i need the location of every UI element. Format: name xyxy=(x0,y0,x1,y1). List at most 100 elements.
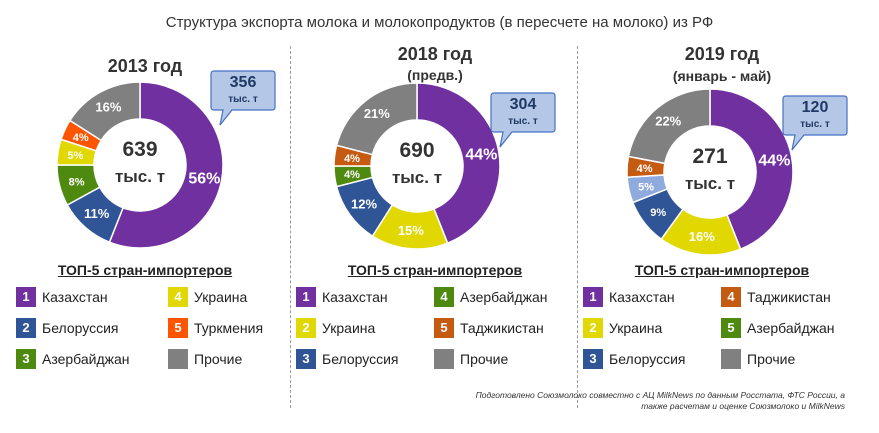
slice-Казахстан xyxy=(416,82,501,245)
donut-chart: 56% 11% 8% 5% 4% 16% xyxy=(56,81,224,249)
legend-item: 5 Туркмения xyxy=(168,318,263,338)
legend-item: 4 Украина xyxy=(168,287,247,307)
legend-swatch: 1 xyxy=(296,287,316,307)
legend-swatch: 5 xyxy=(168,318,188,338)
panel-divider-2 xyxy=(577,46,578,408)
top5-label: ТОП-5 стран-импортеров xyxy=(634,262,810,278)
callout-value: 120 xyxy=(801,99,829,116)
panel-subtitle: (предв.) xyxy=(407,67,463,83)
slice-Прочие xyxy=(627,88,711,165)
slice-label: 21% xyxy=(364,106,390,121)
panel-divider-1 xyxy=(290,46,291,408)
legend-label: Белоруссия xyxy=(609,351,686,367)
callout-bubble: 120 тыс. т xyxy=(782,95,848,153)
legend-swatch: 4 xyxy=(721,287,741,307)
legend-label: Таджикистан xyxy=(460,320,544,336)
legend-swatch: 3 xyxy=(583,349,603,369)
slice-Казахстан xyxy=(709,88,794,251)
slice-Прочие xyxy=(68,81,141,142)
slice-label: 4% xyxy=(344,153,360,165)
callout-bubble: 356 тыс. т xyxy=(210,70,276,128)
slice-label: 44% xyxy=(758,153,790,170)
slice-label: 16% xyxy=(689,229,715,244)
total-value: 271 xyxy=(692,145,728,168)
callout-unit: тыс. т xyxy=(228,94,258,105)
legend-item: 3 Азербайджан xyxy=(16,349,130,369)
panel-title: 2019 год xyxy=(684,44,760,64)
total-value: 639 xyxy=(122,138,158,161)
legend-swatch: 5 xyxy=(434,318,454,338)
donut-chart: 44% 16% 9% 5% 4% 22% xyxy=(626,88,794,256)
panel-subtitle: (январь - май) xyxy=(672,68,772,84)
legend-item: 3 Белоруссия xyxy=(583,349,686,369)
legend-swatch: 4 xyxy=(168,287,188,307)
slice-Прочие xyxy=(335,82,418,156)
donut-chart: 44% 15% 12% 4% 4% 21% xyxy=(333,82,501,250)
source-note-line-1: Подготовлено Союзмолоко совместно с АЦ M… xyxy=(475,390,845,400)
total-unit: тыс. т xyxy=(114,167,166,186)
slice-label: 4% xyxy=(73,132,89,144)
slice-label: 4% xyxy=(344,169,360,181)
legend-item: Прочие xyxy=(434,349,508,369)
legend-item: 2 Белоруссия xyxy=(16,318,119,338)
legend-label: Белоруссия xyxy=(322,351,399,367)
chart-panel-3: 2019 год (январь - май) 44% 16% 9% 5% 4% 22% 271… xyxy=(577,0,867,433)
legend-item: 1 Казахстан xyxy=(583,287,675,307)
legend-label: Азербайджан xyxy=(460,289,548,305)
slice-label: 4% xyxy=(637,163,653,175)
callout-value: 304 xyxy=(509,96,537,113)
legend-swatch: 2 xyxy=(16,318,36,338)
chart-title: Структура экспорта молока и молокопродук… xyxy=(165,14,714,31)
slice-label: 11% xyxy=(84,206,110,221)
slice-Казахстан xyxy=(108,81,224,249)
callout-unit: тыс. т xyxy=(508,116,538,127)
legend-item: 4 Таджикистан xyxy=(721,287,831,307)
source-note-line-2: также расчетам и оценке Союзмолоко и Mil… xyxy=(641,401,845,411)
legend-label: Азербайджан xyxy=(42,351,130,367)
top5-label: ТОП-5 стран-импортеров xyxy=(57,262,233,278)
total-unit: тыс. т xyxy=(684,174,736,193)
slice-label: 12% xyxy=(351,196,377,211)
slice-label: 5% xyxy=(638,181,654,193)
legend-swatch: 5 xyxy=(721,318,741,338)
legend-item: 5 Таджикистан xyxy=(434,318,544,338)
legend-label: Украина xyxy=(322,320,376,336)
legend-item: 2 Украина xyxy=(296,318,375,338)
chart-panel-1: 2013 год 56% 11% 8% 5% 4% 16% 639 тыс. т 356 тыс. … xyxy=(0,0,290,433)
slice-label: 8% xyxy=(69,176,85,188)
legend-swatch: 1 xyxy=(583,287,603,307)
legend-label: Украина xyxy=(609,320,663,336)
slice-label: 56% xyxy=(188,170,220,187)
legend-label: Казахстан xyxy=(42,289,108,305)
legend-swatch xyxy=(434,349,454,369)
legend-item: 1 Казахстан xyxy=(296,287,388,307)
slice-label: 22% xyxy=(655,114,681,129)
legend-swatch: 3 xyxy=(16,349,36,369)
legend-swatch xyxy=(721,349,741,369)
legend-swatch: 2 xyxy=(583,318,603,338)
legend-swatch: 4 xyxy=(434,287,454,307)
legend-label: Казахстан xyxy=(322,289,388,305)
total-unit: тыс. т xyxy=(391,168,443,187)
top5-label: ТОП-5 стран-импортеров xyxy=(347,262,523,278)
legend-item: 3 Белоруссия xyxy=(296,349,399,369)
legend-label: Белоруссия xyxy=(42,320,119,336)
legend-item: Прочие xyxy=(721,349,795,369)
legend-item: Прочие xyxy=(168,349,242,369)
legend-label: Украина xyxy=(194,289,248,305)
slice-label: 16% xyxy=(95,100,121,115)
slice-label: 5% xyxy=(67,150,83,162)
callout-bubble: 304 тыс. т xyxy=(490,92,556,150)
legend-item: 2 Украина xyxy=(583,318,662,338)
legend-item: 4 Азербайджан xyxy=(434,287,548,307)
legend-label: Прочие xyxy=(194,351,243,367)
legend-label: Прочие xyxy=(460,351,509,367)
legend-swatch: 2 xyxy=(296,318,316,338)
legend-item: 5 Азербайджан xyxy=(721,318,835,338)
legend-label: Туркмения xyxy=(194,320,264,336)
chart-panel-2: 2018 год (предв.) 44% 15% 12% 4% 4% 21% 690 тыс. … xyxy=(290,0,580,433)
legend-swatch xyxy=(168,349,188,369)
legend-label: Таджикистан xyxy=(747,289,831,305)
callout-unit: тыс. т xyxy=(800,119,830,130)
legend-swatch: 1 xyxy=(16,287,36,307)
